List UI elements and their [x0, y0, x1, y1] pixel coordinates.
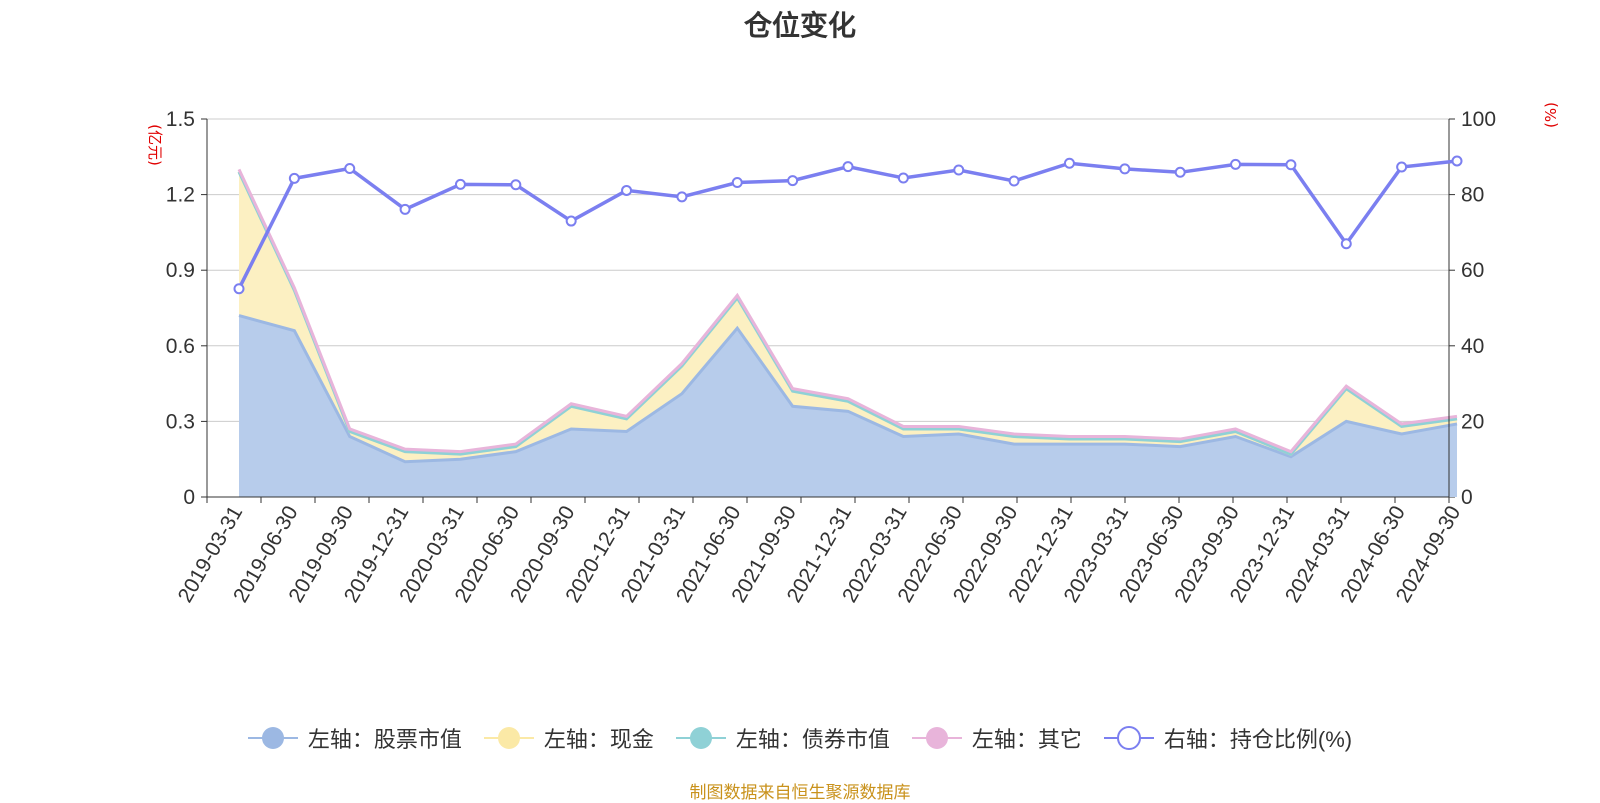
left-tick-label: 1.5 — [166, 108, 195, 131]
area-line-e8b4da — [237, 168, 1458, 454]
position-ratio-point — [621, 184, 633, 196]
legend-marker-icon — [675, 727, 726, 749]
position-ratio-point — [1340, 238, 1352, 250]
legend-label: 左轴：现金 — [543, 727, 654, 752]
position-ratio-point — [454, 178, 466, 190]
right-tick-label: 80 — [1461, 184, 1484, 207]
left-tick-label: 0.9 — [166, 259, 195, 282]
position-ratio-point — [787, 175, 799, 187]
right-axis-unit: (%) — [1542, 102, 1560, 128]
position-ratio-point — [1396, 161, 1408, 173]
position-ratio-point — [897, 172, 909, 184]
left-tick-label: 1.2 — [166, 184, 195, 207]
position-ratio-point — [1285, 159, 1297, 171]
legend-marker-icon — [1103, 726, 1154, 750]
legend-item[interactable]: 左轴：其它 — [911, 722, 1082, 754]
chart-legend: 左轴：股票市值 左轴：现金 左轴：债券市值 左轴：其它 右轴：持仓比例(%) — [0, 722, 1600, 754]
legend-label: 左轴：股票市值 — [307, 727, 462, 752]
area-line-9cb8e3 — [238, 314, 1458, 464]
legend-marker-icon — [247, 727, 298, 749]
right-tick-label: 100 — [1461, 108, 1496, 131]
right-tick-label: 20 — [1461, 410, 1484, 433]
position-ratio-point — [288, 172, 300, 184]
position-ratio-point — [510, 179, 522, 191]
legend-item[interactable]: 左轴：债券市值 — [675, 722, 890, 754]
legend-label: 左轴：其它 — [971, 727, 1082, 752]
position-ratio-point — [565, 215, 577, 227]
legend-marker-icon — [483, 727, 534, 749]
position-ratio-point — [1119, 163, 1131, 175]
position-ratio-point — [344, 163, 356, 175]
chart-title: 仓位变化 — [743, 10, 856, 41]
position-ratio-point — [842, 161, 854, 173]
position-ratio-point — [953, 164, 965, 176]
position-ratio-point — [233, 283, 245, 295]
legend-marker-icon — [911, 727, 962, 749]
right-tick-label: 60 — [1461, 259, 1484, 282]
legend-item[interactable]: 左轴：现金 — [483, 722, 654, 754]
position-ratio-point — [731, 177, 743, 189]
legend-label: 左轴：债券市值 — [735, 727, 890, 752]
legend-label: 右轴：持仓比例(%) — [1163, 727, 1353, 752]
position-ratio-point — [1063, 157, 1075, 169]
legend-item[interactable]: 左轴：股票市值 — [247, 722, 462, 754]
left-tick-label: 0.3 — [166, 410, 195, 433]
right-tick-label: 0 — [1461, 486, 1473, 509]
left-tick-label: 0 — [183, 486, 195, 509]
left-tick-label: 0.6 — [166, 335, 195, 358]
position-ratio-point — [399, 203, 411, 215]
position-ratio-point — [1174, 166, 1186, 178]
position-ratio-point — [1008, 175, 1020, 187]
position-ratio-point — [1230, 158, 1242, 170]
position-ratio-point — [676, 191, 688, 203]
position-ratio-line — [237, 159, 1458, 290]
right-tick-label: 40 — [1461, 335, 1484, 358]
area-9cb8e3 — [239, 315, 1457, 497]
left-axis-unit: (亿元) — [146, 124, 164, 166]
legend-item[interactable]: 右轴：持仓比例(%) — [1103, 722, 1353, 754]
position-ratio-point — [1451, 155, 1463, 167]
data-source-note: 制图数据来自恒生聚源数据库 — [689, 783, 911, 802]
area-line-8fd1d6 — [237, 171, 1458, 456]
